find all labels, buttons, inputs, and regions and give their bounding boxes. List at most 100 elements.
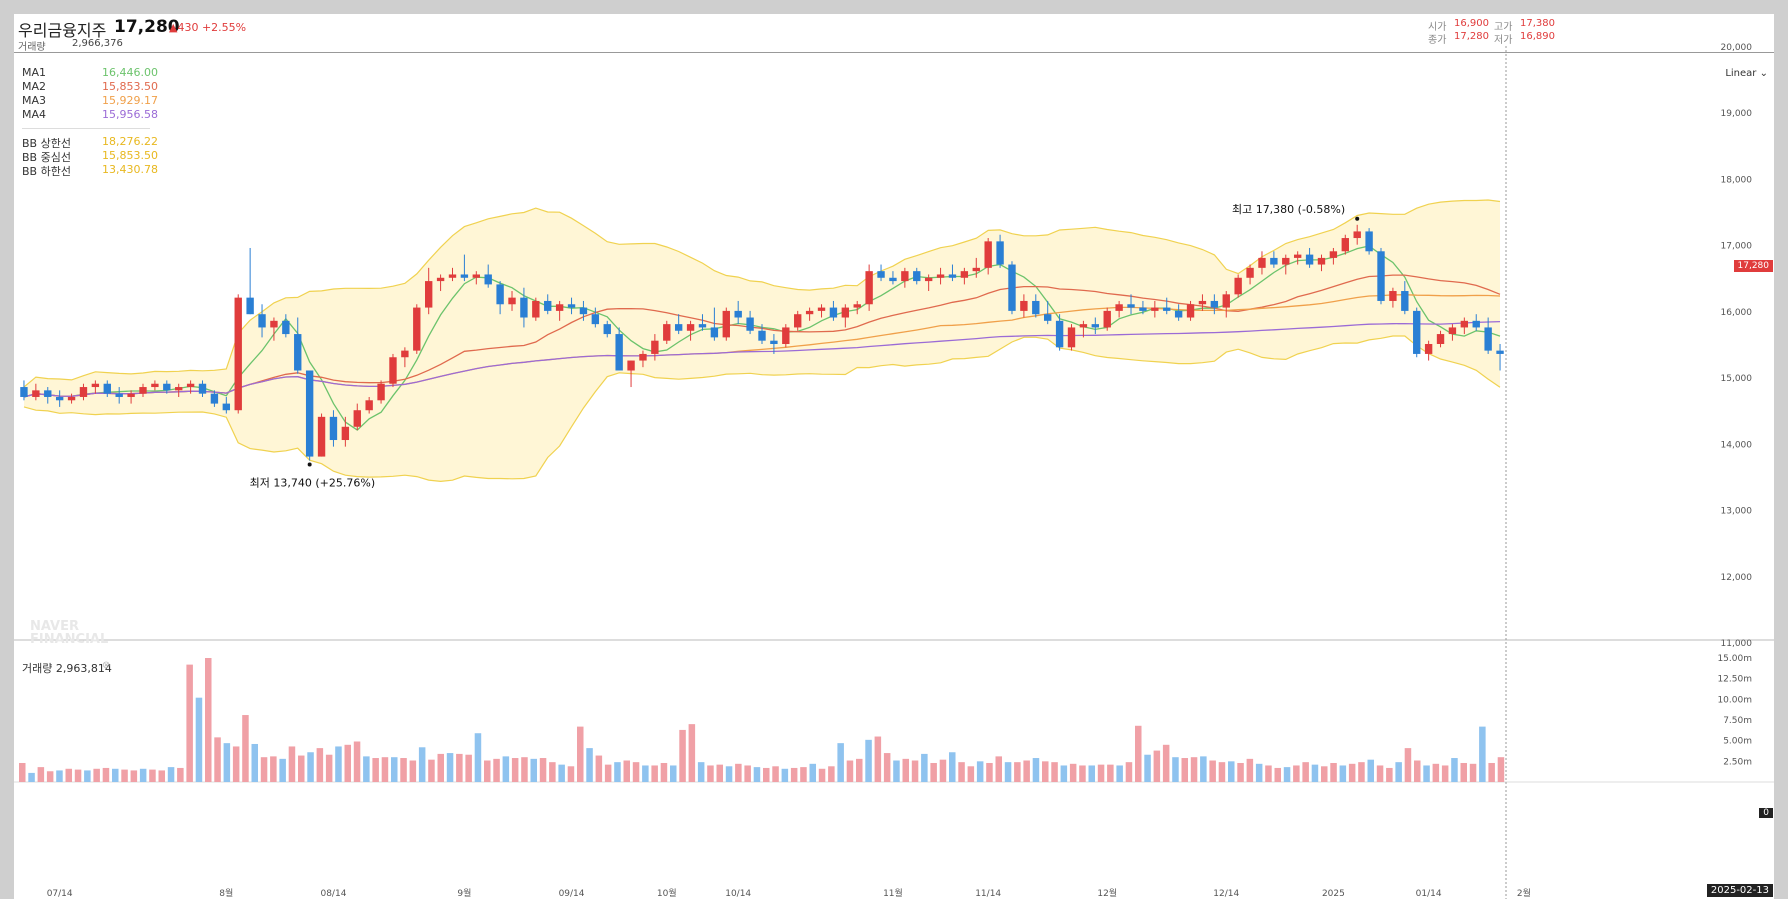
volume-bar: [242, 715, 249, 782]
volume-value: 2,966,376: [72, 38, 123, 49]
volume-bar: [1441, 765, 1449, 782]
volume-bar: [679, 729, 686, 782]
x-tick-label: 09/14: [559, 889, 585, 899]
candle-body: [365, 400, 373, 411]
candle-body: [127, 393, 135, 397]
volume-bar: [112, 768, 119, 782]
candle-body: [722, 310, 730, 338]
legend-bb-mid-value: 15,853.50: [102, 149, 158, 162]
volume-bar: [1200, 756, 1207, 782]
volume-bar: [474, 733, 482, 782]
volume-bar: [84, 770, 91, 782]
close-icon[interactable]: ⊗: [102, 660, 111, 671]
volume-bar: [1274, 767, 1282, 782]
candle-body: [1139, 307, 1147, 311]
volume-bar: [1246, 758, 1254, 782]
volume-bar: [1395, 762, 1402, 782]
volume-bar: [56, 770, 63, 782]
watermark-line-1: NAVER: [30, 619, 80, 634]
volume-bar: [167, 767, 175, 782]
scale-toggle-button[interactable]: Linear ⌄: [1725, 68, 1768, 79]
volume-bar: [818, 768, 826, 782]
candle-body: [1222, 294, 1230, 308]
volume-bar: [1060, 765, 1068, 782]
current-date-tag: 2025-02-13: [1706, 884, 1773, 897]
volume-bar: [28, 772, 35, 782]
volume-bar: [1321, 766, 1328, 782]
volume-bar: [753, 767, 761, 782]
candle-body: [1246, 267, 1254, 278]
volume-bar: [493, 758, 500, 782]
legend-bb-lower-value: 13,430.78: [102, 163, 158, 176]
volume-bar: [93, 768, 100, 782]
candle-body: [734, 310, 742, 318]
legend-ma2-value: 15,853.50: [102, 80, 158, 93]
volume-bar: [186, 664, 193, 782]
bb-lower-line: [23, 335, 1501, 483]
volume-bar: [1330, 762, 1337, 782]
volume-bar: [223, 743, 231, 782]
volume-bar: [1283, 767, 1291, 782]
volume-tick-label: 12.50m: [1717, 675, 1752, 685]
volume-tick-label: 2.50m: [1723, 757, 1752, 767]
candle-body: [139, 387, 147, 394]
candle-body: [1258, 257, 1266, 268]
candle-body: [889, 277, 897, 282]
candle-body: [996, 241, 1004, 265]
volume-bar: [139, 768, 147, 782]
candle-body: [424, 281, 433, 308]
candle-body: [151, 383, 159, 388]
volume-bar: [1162, 744, 1170, 782]
price-chart-svg[interactable]: 11,000 12,000 13,000 14,000 15,000 16,000 17,0…: [14, 14, 1774, 899]
candle-body: [1305, 254, 1314, 265]
legend-ma4: MA4 15,956.58: [22, 108, 162, 122]
candle-body: [948, 274, 957, 278]
volume-bar: [1451, 758, 1458, 782]
candle-body: [1174, 310, 1183, 318]
legend-ma2-name: MA2: [22, 80, 47, 93]
legend-ma1-name: MA1: [22, 66, 47, 79]
volume-tick-label: 5.00m: [1723, 737, 1752, 747]
candle-body: [484, 274, 492, 285]
candle-body: [579, 307, 588, 315]
volume-bar: [1172, 757, 1179, 782]
close-label: 종가: [1428, 35, 1447, 46]
volume-bar: [539, 758, 547, 782]
candle-body: [1377, 251, 1385, 301]
volume-bar: [335, 746, 342, 782]
candle-body: [567, 304, 576, 308]
candle-body: [984, 241, 992, 268]
volume-bar: [558, 764, 565, 782]
volume-bar: [484, 760, 491, 782]
price-tick-label: 19,000: [1721, 109, 1753, 119]
close-value: 17,280: [1454, 31, 1489, 42]
volume-bar: [130, 770, 138, 782]
candle-body: [1186, 304, 1195, 318]
volume-bar: [772, 766, 779, 782]
volume-bar: [642, 765, 649, 782]
candle-body: [91, 383, 100, 388]
candle-body: [901, 271, 909, 282]
x-tick-label: 12/14: [1213, 889, 1239, 899]
volume-bar: [595, 755, 603, 782]
candle-body: [865, 271, 873, 305]
x-tick-label: 07/14: [47, 889, 73, 899]
volume-bar: [586, 748, 593, 782]
volume-bar: [1386, 767, 1393, 782]
candle-body: [532, 300, 540, 318]
candle-body: [1234, 277, 1242, 295]
candle-body: [960, 271, 969, 278]
candle-body: [1008, 264, 1016, 311]
volume-bar: [735, 763, 742, 782]
volume-bar: [697, 762, 705, 782]
candle-body: [782, 327, 790, 344]
legend-ma3-value: 15,929.17: [102, 94, 158, 107]
price-tick-label: 17,000: [1721, 242, 1753, 252]
volume-bar: [614, 762, 621, 782]
candle-body: [615, 334, 623, 371]
open-label: 시가: [1428, 22, 1447, 33]
volume-bar: [800, 767, 807, 782]
volume-bar: [149, 769, 156, 782]
legend-ma3-name: MA3: [22, 94, 47, 107]
high-marker: [1355, 216, 1360, 221]
